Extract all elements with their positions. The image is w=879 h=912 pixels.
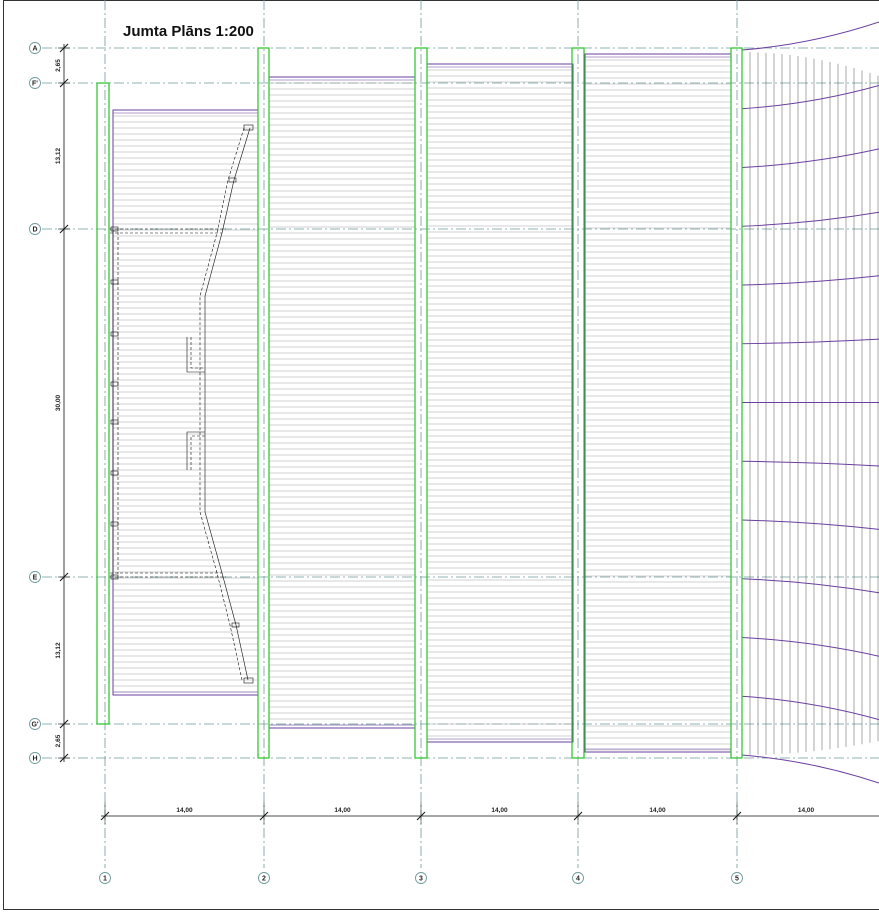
column-axis-label: 5 (735, 876, 739, 883)
curved-roof-arc (741, 84, 879, 110)
row-axis-label: H (32, 756, 37, 763)
axis-bubble-circle (29, 752, 41, 764)
truss-connector (110, 574, 119, 580)
axis-bubble-circle (415, 872, 427, 884)
truss-connector (110, 470, 119, 476)
truss-connector (110, 279, 119, 285)
horizontal-dimension-value: 14,00 (176, 807, 193, 814)
truss-outline (110, 124, 254, 684)
truss-connector (110, 226, 119, 232)
vertical-dimension-value: 13,12 (55, 642, 62, 659)
curved-roof-arc (741, 148, 879, 168)
row-axis-label: D (32, 227, 37, 234)
column-axis-label: 4 (576, 876, 580, 883)
column-axis-bubble-2: 2 (258, 872, 270, 884)
truss-diagonal (199, 127, 245, 681)
curved-roof-arc (741, 578, 879, 594)
vertical-dimension-value: 30,00 (55, 394, 62, 411)
column-strip (571, 47, 585, 759)
vertical-dimension-value: 2,65 (55, 59, 62, 72)
axis-bubble-circle (258, 872, 270, 884)
drawing-frame (3, 0, 879, 910)
column-axis-bubble-3: 3 (415, 872, 427, 884)
row-axis-label: A (32, 46, 37, 53)
row-axis-bubble-axis-f-prime: F' (29, 77, 41, 89)
column-strip (730, 47, 743, 759)
roof-panel-outline (584, 53, 732, 753)
axis-bubble-circle (731, 872, 743, 884)
axis-bubble-circle (29, 77, 41, 89)
row-axis-label: G' (31, 722, 38, 729)
truss-bracket (190, 337, 205, 369)
truss-plate (231, 622, 240, 628)
curved-roof-arc (741, 519, 879, 530)
horizontal-dimension-value: 14,00 (491, 807, 508, 814)
truss-bracket (186, 431, 205, 470)
horizontal-dimension-value: 14,00 (334, 807, 351, 814)
row-axis-label: F' (32, 81, 38, 88)
page-title: Jumta Plāns 1:200 (123, 23, 254, 40)
truss-plate (228, 177, 237, 183)
dimension-lines: 2,65 13,12 30,00 13,12 2,65 14,00 14,00 14,00 14… (55, 43, 879, 824)
axis-labels: A F' D E G' H 1 2 3 4 5 (29, 42, 743, 884)
column-strip (414, 47, 428, 759)
truss-connector (110, 419, 119, 425)
grid-axes (42, 0, 879, 868)
curved-roof-arc (741, 695, 879, 721)
row-axis-bubble-axis-d: D (29, 223, 41, 235)
column-strips (96, 47, 743, 759)
curved-roof-arc (741, 275, 879, 286)
truss-connector (110, 521, 119, 527)
column-axis-bubble-5: 5 (731, 872, 743, 884)
curved-roof-arc (741, 460, 879, 467)
curved-roof-arc (741, 21, 879, 51)
truss-plate (243, 677, 254, 684)
curved-roof-arc (741, 338, 879, 345)
roof-panel-outline (426, 63, 574, 743)
truss-bracket (186, 337, 205, 373)
truss-plate (243, 124, 254, 131)
axis-bubble-circle (29, 223, 41, 235)
column-axis-label: 2 (262, 876, 266, 883)
axis-bubble-circle (572, 872, 584, 884)
curved-roof-arc (741, 754, 879, 784)
column-axis-bubble-4: 4 (572, 872, 584, 884)
truss-diagonal (204, 127, 251, 681)
roof-panel-outline (112, 109, 259, 696)
curved-roof-arc (741, 211, 879, 227)
truss-bracket (190, 435, 205, 470)
truss-connector (110, 331, 119, 337)
vertical-dimension-value: 2,65 (55, 734, 62, 747)
truss-connector (110, 381, 119, 387)
column-axis-label: 1 (103, 876, 107, 883)
column-axis-label: 3 (419, 876, 423, 883)
roof-panel-outline (268, 76, 416, 729)
row-axis-label: E (33, 575, 38, 582)
row-axis-bubble-axis-e: E (29, 571, 41, 583)
curved-roof-arc (741, 637, 879, 657)
column-axis-bubble-1: 1 (99, 872, 111, 884)
horizontal-dimension-value: 14,00 (649, 807, 666, 814)
axis-bubble-circle (29, 571, 41, 583)
axis-bubble-circle (29, 42, 41, 54)
row-axis-bubble-axis-g-prime: G' (29, 718, 41, 730)
row-axis-bubble-axis-h: H (29, 752, 41, 764)
column-strip (257, 47, 270, 759)
column-strip (96, 82, 110, 725)
axis-bubble-circle (99, 872, 111, 884)
row-axis-bubble-axis-a: A (29, 42, 41, 54)
horizontal-dimension-value: 14,00 (798, 807, 815, 814)
axis-bubble-circle (29, 718, 41, 730)
vertical-dimension-value: 13,12 (55, 147, 62, 164)
